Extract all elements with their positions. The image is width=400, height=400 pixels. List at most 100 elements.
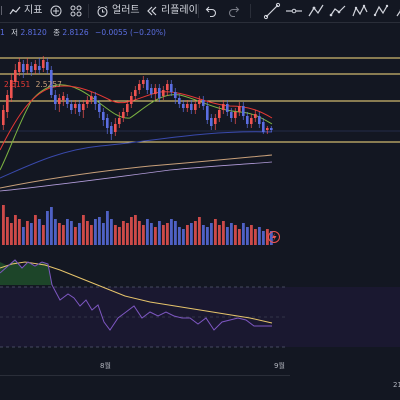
volume-bar [30,223,33,245]
candle-body [54,95,57,104]
volume-bar [98,217,101,245]
candle-body [90,96,93,100]
volume-bar [82,215,85,245]
volume-bar [130,217,133,245]
projection-icon[interactable] [372,0,392,22]
candle-body [150,88,153,94]
candle-body [218,110,221,118]
volume-bar [206,227,209,245]
candle-body [38,66,41,70]
volume-bar [102,223,105,245]
trend-line-icon[interactable] [262,0,282,22]
candle-body [130,96,133,104]
volume-bar [110,219,113,245]
more-shapes-icon[interactable] [394,0,400,22]
volume-bar [138,221,141,245]
volume-bar [66,219,69,245]
ma-value-2: 2.5257 [35,80,62,89]
candle-body [122,112,125,118]
candle-body [214,118,217,124]
volume-bar [46,211,49,245]
candle-body [74,104,77,108]
alerts-button[interactable]: 얼러트 [96,3,140,19]
volume-bar [218,225,221,245]
candle-body [114,124,117,132]
candle-body [234,112,237,118]
layouts-button[interactable] [70,3,82,19]
volume-bar [198,217,201,245]
compare-button[interactable] [50,3,62,19]
candle-body [94,96,97,104]
volume-bar [2,205,5,245]
volume-bar [234,225,237,245]
volume-bar [174,221,177,245]
candle-body [142,80,145,84]
volume-bar [114,225,117,245]
low-value: 2.8120 [20,28,47,37]
candle-body [18,62,21,72]
volume-bar [222,221,225,245]
pattern-icon[interactable] [350,0,370,22]
volume-bar [78,223,81,245]
replay-button[interactable]: 리플레이 [146,3,198,19]
undo-button[interactable] [205,3,217,19]
candle-body [98,104,101,112]
volume-bar [238,229,241,245]
candlestick-series [2,56,273,140]
horizontal-line-icon[interactable] [284,0,304,22]
volume-bar [6,217,9,245]
time-axis[interactable]: 8월 9월 21 [0,362,400,400]
indicators-button[interactable]: 지표 [9,3,42,19]
volume-bar [270,231,273,245]
moving-average-line [0,154,273,189]
drawing-tools [262,0,400,22]
volume-bar [162,225,165,245]
candle-body [146,80,149,90]
replay-label: 리플레이 [161,5,198,16]
volume-bar [54,219,57,245]
path-icon[interactable] [328,0,348,22]
candle-body [230,112,233,118]
candle-body [198,100,201,104]
volume-bar [14,215,17,245]
volume-bar [194,221,197,245]
legend-fragment: 1 [0,28,5,37]
change-value: −0.0055 (−0.20%) [95,28,166,37]
candle-body [82,104,85,110]
candle-body [250,118,253,124]
price-legend: 1 저 2.8120 종 2.8126 −0.0055 (−0.20%) [0,27,166,38]
candle-body [58,98,61,104]
x-tick-label: 8월 [100,362,111,370]
volume-bar [18,219,21,245]
volume-bar [150,223,153,245]
undo-icon [205,6,217,17]
chart-area[interactable] [0,23,400,378]
volume-bar [230,223,233,245]
volume-bar [254,229,257,245]
ma-legend: 2.6151 2.5257 [4,80,62,89]
x-tick-label: 21 [393,381,400,389]
volume-bar [158,221,161,245]
redo-icon [228,6,240,17]
candle-body [14,70,17,82]
candle-body [50,70,53,95]
volume-bar [74,227,77,245]
oscillator-fill [0,260,52,285]
volume-bar [166,223,169,245]
volume-bar [214,219,217,245]
redo-button[interactable] [228,3,240,19]
candle-body [262,122,265,132]
volume-bar [106,211,109,245]
volume-bar [10,223,13,245]
lightning-icon[interactable] [268,231,280,243]
interval-button[interactable]: | [0,3,3,19]
polyline-icon[interactable] [306,0,326,22]
volume-bar [246,227,249,245]
volume-bar [90,225,93,245]
candle-body [178,98,181,104]
grid-icon [70,5,82,17]
candle-body [174,92,177,98]
candle-body [258,116,261,124]
volume-bar [118,227,121,245]
